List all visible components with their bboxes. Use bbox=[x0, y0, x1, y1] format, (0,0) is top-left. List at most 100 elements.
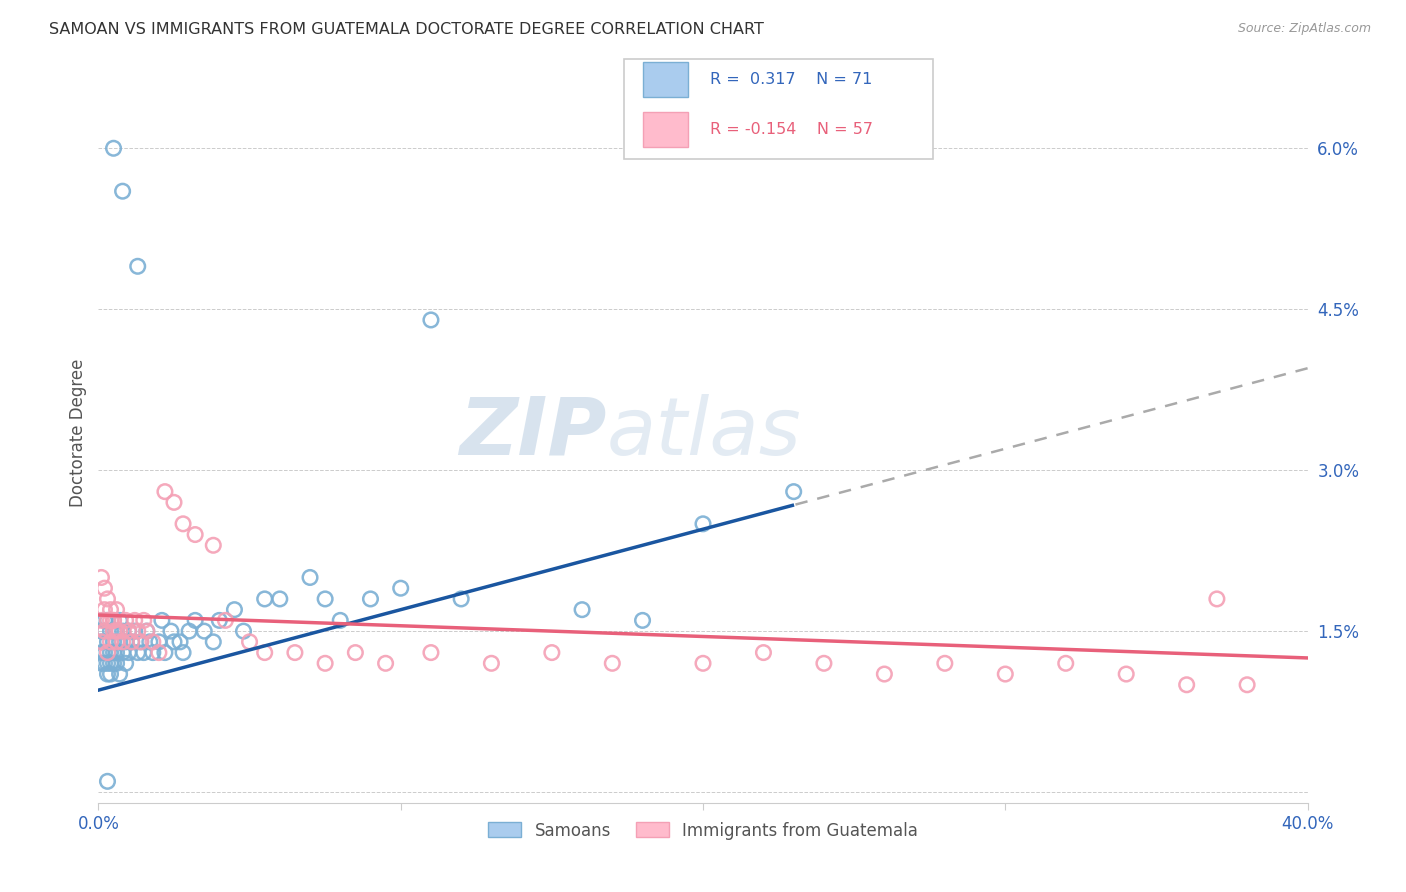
Point bbox=[93, 657, 115, 671]
Point bbox=[135, 624, 157, 639]
Point bbox=[118, 624, 141, 639]
Point bbox=[96, 646, 118, 660]
Point bbox=[103, 624, 125, 639]
Point bbox=[114, 657, 136, 671]
Point bbox=[783, 484, 806, 499]
Point bbox=[631, 614, 654, 628]
Point bbox=[114, 635, 136, 649]
Point bbox=[103, 141, 125, 155]
FancyBboxPatch shape bbox=[624, 59, 932, 159]
Point bbox=[329, 614, 352, 628]
Point bbox=[105, 624, 128, 639]
Point bbox=[1115, 667, 1137, 681]
Point bbox=[93, 624, 115, 639]
Point bbox=[420, 646, 443, 660]
Text: R = -0.154    N = 57: R = -0.154 N = 57 bbox=[710, 121, 873, 136]
Point bbox=[179, 624, 201, 639]
Point bbox=[752, 646, 775, 660]
Point bbox=[129, 635, 152, 649]
Point bbox=[1175, 678, 1198, 692]
Point bbox=[269, 591, 291, 606]
Point bbox=[105, 657, 128, 671]
Point bbox=[135, 624, 157, 639]
Point bbox=[602, 657, 624, 671]
Point bbox=[103, 657, 125, 671]
Point bbox=[202, 635, 225, 649]
Point bbox=[153, 484, 176, 499]
Point bbox=[105, 602, 128, 616]
Point bbox=[172, 646, 194, 660]
Point bbox=[124, 614, 146, 628]
Point bbox=[96, 657, 118, 671]
Point bbox=[692, 657, 714, 671]
Point bbox=[103, 646, 125, 660]
Point bbox=[100, 614, 122, 628]
Point bbox=[114, 614, 136, 628]
Point bbox=[93, 614, 115, 628]
Point bbox=[389, 581, 412, 595]
Point bbox=[994, 667, 1017, 681]
Point bbox=[103, 614, 125, 628]
Point bbox=[100, 657, 122, 671]
Point bbox=[232, 624, 254, 639]
Point bbox=[360, 591, 382, 606]
Point bbox=[142, 646, 165, 660]
Point bbox=[163, 495, 186, 509]
Point bbox=[93, 602, 115, 616]
Point bbox=[314, 591, 336, 606]
Point bbox=[214, 614, 236, 628]
Point bbox=[127, 624, 149, 639]
Point bbox=[93, 624, 115, 639]
Point bbox=[96, 774, 118, 789]
Point bbox=[103, 635, 125, 649]
Point bbox=[96, 667, 118, 681]
Point bbox=[202, 538, 225, 552]
Point bbox=[153, 646, 176, 660]
Point bbox=[103, 624, 125, 639]
Point bbox=[108, 614, 131, 628]
Point bbox=[314, 657, 336, 671]
Point bbox=[108, 667, 131, 681]
Point bbox=[692, 516, 714, 531]
Point bbox=[540, 646, 562, 660]
Point bbox=[90, 657, 112, 671]
Point bbox=[111, 635, 134, 649]
Point bbox=[90, 614, 112, 628]
Point bbox=[90, 624, 112, 639]
Point bbox=[374, 657, 396, 671]
Point bbox=[184, 527, 207, 541]
FancyBboxPatch shape bbox=[643, 62, 689, 96]
Point bbox=[284, 646, 307, 660]
Point bbox=[132, 646, 155, 660]
Point bbox=[108, 635, 131, 649]
Point bbox=[1236, 678, 1258, 692]
Point bbox=[100, 624, 122, 639]
Point bbox=[118, 646, 141, 660]
Point bbox=[129, 635, 152, 649]
Y-axis label: Doctorate Degree: Doctorate Degree bbox=[69, 359, 87, 507]
Point bbox=[96, 614, 118, 628]
Point bbox=[121, 635, 143, 649]
Text: atlas: atlas bbox=[606, 393, 801, 472]
Point bbox=[160, 624, 183, 639]
Point bbox=[90, 635, 112, 649]
Point bbox=[934, 657, 956, 671]
Point bbox=[873, 667, 896, 681]
Point bbox=[1206, 591, 1229, 606]
Text: Source: ZipAtlas.com: Source: ZipAtlas.com bbox=[1237, 22, 1371, 36]
Point bbox=[121, 635, 143, 649]
Point bbox=[1054, 657, 1077, 671]
Point bbox=[90, 646, 112, 660]
Point bbox=[163, 635, 186, 649]
Point bbox=[105, 624, 128, 639]
Text: ZIP: ZIP bbox=[458, 393, 606, 472]
Point bbox=[108, 624, 131, 639]
Point bbox=[111, 624, 134, 639]
Point bbox=[150, 614, 173, 628]
Point bbox=[96, 591, 118, 606]
Point bbox=[420, 313, 443, 327]
Legend: Samoans, Immigrants from Guatemala: Samoans, Immigrants from Guatemala bbox=[481, 815, 925, 847]
Point bbox=[118, 624, 141, 639]
Point bbox=[148, 646, 170, 660]
Point bbox=[100, 635, 122, 649]
